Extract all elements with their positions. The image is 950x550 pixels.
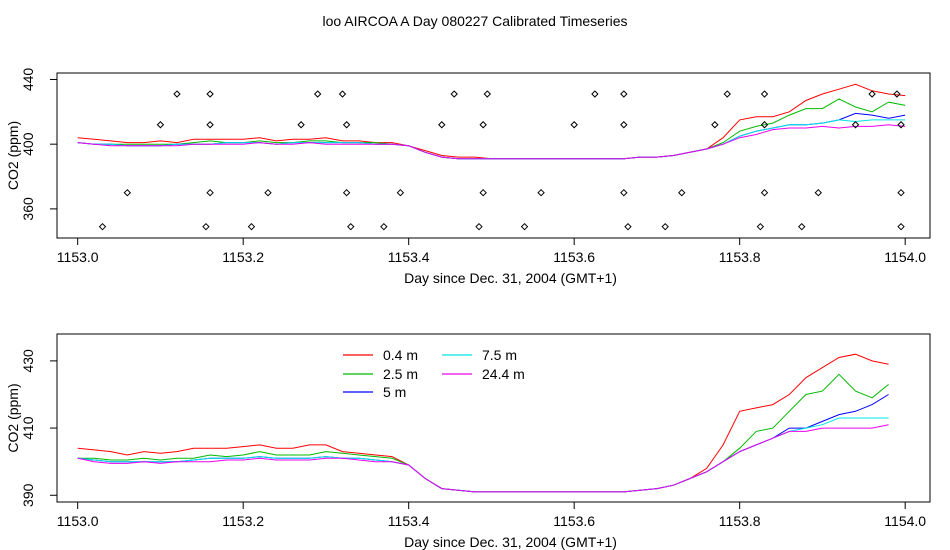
- diamond-marker: [756, 222, 765, 231]
- y-tick-label: 390: [20, 483, 36, 507]
- x-tick-label: 1153.4: [388, 513, 430, 529]
- legend-label: 24.4 m: [482, 366, 525, 382]
- diamond-marker: [247, 222, 256, 231]
- diamond-marker: [483, 90, 492, 98]
- y-tick-label: 360: [20, 197, 36, 221]
- legend-label: 2.5 m: [383, 366, 418, 382]
- diamond-marker: [897, 222, 905, 231]
- diamond-marker: [206, 188, 214, 197]
- y-axis-label: CO2 (ppm): [5, 121, 21, 190]
- diamond-marker: [156, 121, 165, 129]
- diamond-marker: [98, 222, 107, 231]
- x-axis-label: Day since Dec. 31, 2004 (GMT+1): [404, 270, 617, 286]
- legend-item: 5 m: [343, 384, 406, 400]
- legend-label: 7.5 m: [482, 347, 517, 363]
- plot-frame: [56, 333, 931, 503]
- diamond-marker: [347, 222, 355, 231]
- diamond-marker: [479, 188, 487, 197]
- series-line-5-m: [77, 394, 889, 493]
- diamond-marker: [479, 121, 487, 129]
- series-line-5-m: [77, 112, 906, 160]
- diamond-marker: [868, 90, 876, 98]
- diamond-marker: [620, 188, 628, 197]
- diamond-marker: [123, 188, 132, 197]
- legend-item: 0.4 m: [343, 347, 418, 363]
- diamond-marker: [342, 121, 351, 129]
- x-tick-label: 1153.8: [719, 249, 761, 265]
- diamond-marker: [893, 90, 901, 98]
- diamond-marker: [624, 222, 632, 231]
- x-tick-label: 1153.0: [57, 513, 99, 529]
- x-tick-label: 1153.6: [553, 249, 595, 265]
- y-tick-label: 400: [20, 132, 36, 156]
- y-axis-label: CO2 (ppm): [5, 383, 21, 452]
- y-tick-label: 430: [20, 349, 36, 373]
- diamond-marker: [591, 90, 599, 98]
- diamond-marker: [206, 90, 214, 98]
- figure-title: loo AIRCOA A Day 080227 Calibrated Times…: [322, 13, 627, 29]
- diamond-marker: [380, 222, 388, 231]
- x-tick-label: 1153.2: [222, 249, 264, 265]
- diamond-marker: [798, 222, 806, 231]
- diamond-marker: [206, 121, 214, 129]
- series-line-2-5-m: [77, 373, 889, 493]
- diamond-marker: [620, 121, 628, 129]
- diamond-marker: [678, 188, 686, 197]
- y-tick-label: 440: [20, 68, 36, 92]
- series-line-24-4-m: [77, 424, 889, 493]
- diamond-marker: [264, 188, 272, 197]
- legend-label: 5 m: [383, 384, 406, 400]
- diamond-marker: [760, 121, 769, 129]
- diamond-marker: [202, 222, 210, 231]
- diamond-marker: [620, 90, 628, 98]
- diamond-marker: [475, 222, 483, 231]
- series-line-0-4-m: [77, 83, 906, 160]
- diamond-marker: [897, 188, 905, 197]
- x-tick-label: 1153.6: [553, 513, 595, 529]
- bottom-panel: 1153.0 1153.2 1153.4 1153.6 1153.8 1154.0 Day …: [5, 333, 931, 550]
- x-tick-label: 1154.0: [884, 249, 926, 265]
- diamond-marker: [661, 222, 669, 231]
- diamond-marker: [723, 90, 731, 98]
- diamond-marker: [570, 121, 578, 129]
- x-tick-label: 1153.8: [719, 513, 761, 529]
- diamond-marker: [342, 188, 351, 197]
- legend-item: 2.5 m: [343, 366, 418, 382]
- legend-item: 24.4 m: [442, 366, 525, 382]
- diamond-marker: [537, 188, 545, 197]
- diamond-marker: [520, 222, 529, 231]
- legend-label: 0.4 m: [383, 347, 418, 363]
- series-line-24-4-m: [77, 124, 906, 160]
- x-tick-label: 1153.2: [222, 513, 264, 529]
- y-tick-label: 410: [20, 416, 36, 440]
- diamond-marker: [851, 121, 860, 129]
- diamond-marker: [760, 188, 769, 197]
- diamond-marker: [396, 188, 405, 197]
- diamond-marker: [711, 121, 719, 129]
- x-tick-label: 1153.0: [57, 249, 99, 265]
- top-panel: 1153.0 1153.2 1153.4 1153.6 1153.8 1154.0 Day …: [5, 68, 931, 286]
- legend: 0.4 m 2.5 m 5 m 7.5 m 24.4 m: [343, 347, 525, 400]
- x-axis-label: Day since Dec. 31, 2004 (GMT+1): [404, 534, 617, 550]
- diamond-marker: [173, 90, 181, 98]
- diamond-marker: [338, 90, 347, 98]
- diamond-marker: [313, 90, 322, 98]
- plot-frame: [56, 72, 931, 239]
- diamond-marker: [297, 121, 305, 129]
- x-tick-label: 1154.0: [884, 513, 926, 529]
- diamond-marker: [438, 121, 446, 129]
- x-tick-label: 1153.4: [388, 249, 430, 265]
- diamond-marker: [760, 90, 769, 98]
- diamond-marker: [450, 90, 458, 98]
- legend-item: 7.5 m: [442, 347, 517, 363]
- diamond-marker: [897, 121, 905, 129]
- diamond-marker: [814, 188, 822, 197]
